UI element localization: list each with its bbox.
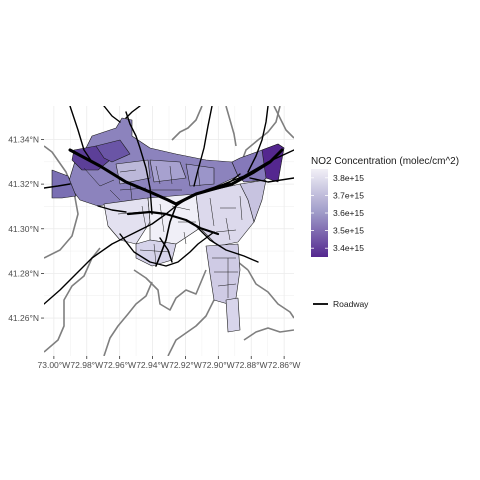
y-tick-label: 41.28°N (8, 268, 39, 278)
x-tick-label: 72.88°W (235, 360, 268, 370)
y-tick-label: 41.26°N (8, 313, 39, 323)
legend-tick-label: 3.4e+15 (333, 243, 364, 253)
tract-polygon (95, 139, 131, 163)
legend-tick-label: 3.8e+15 (333, 173, 364, 183)
y-tick-label: 41.34°N (8, 134, 39, 144)
x-tick-label: 72.90°W (202, 360, 235, 370)
roadway-lines (44, 106, 294, 305)
legend-tick-label: 3.5e+15 (333, 226, 364, 236)
tract-division-lines (83, 165, 243, 298)
x-axis: 73.00°W 72.98°W 72.96°W 72.94°W 72.92°W 72.90… (38, 356, 301, 370)
tract-polygon (185, 163, 215, 187)
legend-roadway-label: Roadway (333, 299, 369, 309)
legend-tick-label: 3.7e+15 (333, 190, 364, 200)
line-legend: Roadway (313, 299, 369, 309)
x-tick-label: 72.92°W (169, 360, 202, 370)
legend-tick-label: 3.6e+15 (333, 208, 364, 218)
tract-polygon (149, 159, 187, 183)
y-axis: 41.34°N 41.32°N 41.30°N 41.28°N 41.26°N (8, 134, 44, 323)
tract-polygon (51, 169, 77, 199)
y-tick-label: 41.32°N (8, 179, 39, 189)
x-tick-label: 73.00°W (38, 360, 71, 370)
legend-fill-title: NO2 Concentration (molec/cm^2) (311, 156, 459, 167)
x-tick-label: 72.96°W (103, 360, 136, 370)
tract-polygon (225, 297, 241, 333)
x-tick-label: 72.94°W (136, 360, 169, 370)
x-tick-label: 72.86°W (268, 360, 301, 370)
fill-legend: NO2 Concentration (molec/cm^2) 3.8e+153.… (311, 156, 459, 257)
legend-colorbar-ticks: 3.8e+15 3.7e+15 3.6e+15 3.5e+15 3.4e+15 (311, 173, 364, 253)
legend-colorbar (311, 169, 328, 257)
y-tick-label: 41.30°N (8, 224, 39, 234)
x-tick-label: 72.98°W (70, 360, 103, 370)
